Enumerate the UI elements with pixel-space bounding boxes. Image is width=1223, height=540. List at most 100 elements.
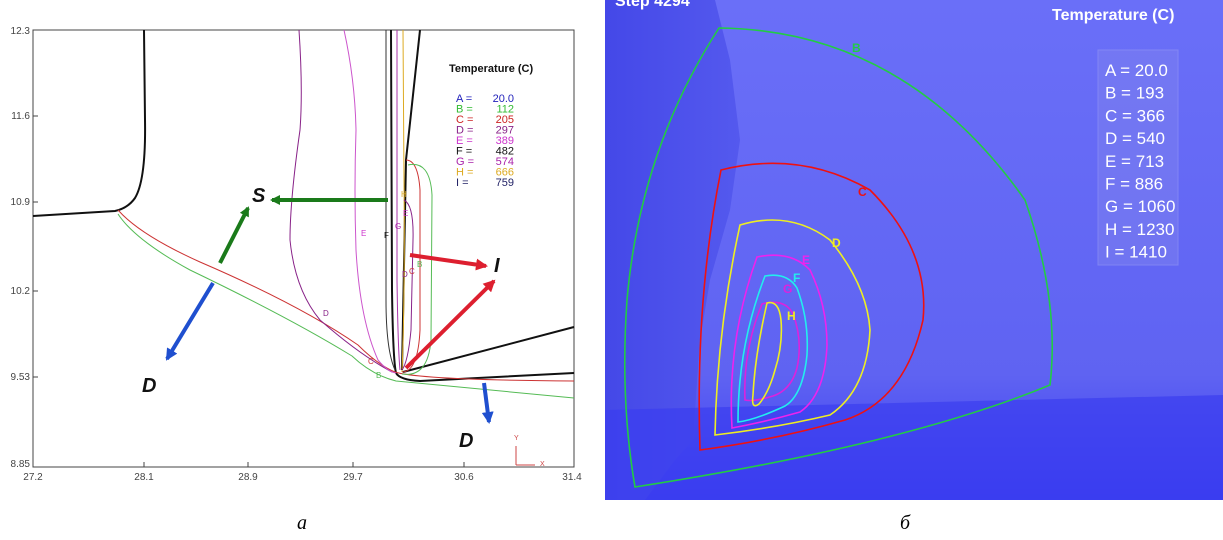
legend-entry-value: 112 (496, 104, 514, 116)
legend-entry-value: 482 (496, 146, 514, 158)
contour-label-h: H (787, 309, 796, 323)
x-tick-label: 29.7 (343, 472, 363, 483)
contour-label-c: C (858, 185, 867, 199)
colored-contours-b (623, 27, 1054, 488)
contour-left-region (32, 29, 147, 217)
contour-label-e2: E (403, 209, 408, 218)
contour-g (744, 301, 801, 402)
field-bottom-region (605, 395, 1223, 500)
contour-label-e: E (802, 253, 810, 267)
arrow-s-diagonal (218, 206, 250, 264)
contour-label-g: G (783, 282, 792, 296)
legend-entry-value: 389 (496, 135, 514, 147)
caption-b: б (900, 512, 911, 534)
contour-inner-loop-green (401, 163, 433, 375)
x-tick-labels: 27.2 28.1 28.9 29.7 30.6 31.4 (23, 472, 582, 483)
legend-a: A = 20.0 B = 112 C = 205 D = 297 E = 389 F = 482 G =… (456, 93, 514, 189)
legend-entry-label: A = (456, 93, 472, 105)
arrow-label-i: I (494, 255, 500, 277)
contour-labels-b: B C D E F G H (783, 41, 867, 323)
field-left-region (605, 0, 740, 500)
contour-label-f: F (793, 271, 800, 285)
legend-entry: G = 1060 (1105, 197, 1175, 216)
x-tick-label: 30.6 (454, 472, 474, 483)
legend-entry: C = 366 (1105, 106, 1165, 125)
contour-inner-loop-purple (401, 199, 414, 371)
legend-entry: F = 886 (1105, 175, 1163, 194)
contour-b-green (117, 213, 575, 399)
legend-entry-value: 297 (496, 125, 514, 137)
arrow-labels: S I D D (142, 185, 500, 452)
legend-entry-label: C = (456, 114, 473, 126)
contour-g-magenta (396, 30, 401, 371)
legend-entry-value: 666 (496, 167, 514, 179)
contour-b (623, 27, 1054, 488)
legend-entry-label: D = (456, 125, 473, 137)
contour-f (737, 274, 809, 423)
contour-c-red (117, 209, 575, 382)
triad-x-label: X (540, 461, 545, 468)
contour-e (730, 254, 828, 429)
contour-label-d: D (323, 309, 329, 318)
contour-label-c: C (368, 357, 374, 366)
legend-entry-label: I = (456, 177, 469, 189)
contour-label-b: B (376, 371, 381, 380)
y-tick-label: 10.2 (11, 286, 31, 297)
legend-entry-label: B = (456, 104, 473, 116)
contour-label-g: G (395, 222, 401, 231)
legend-entry-label: F = (456, 146, 472, 158)
top-fragment: Step 4294 (615, 0, 690, 10)
axis-triad (515, 446, 535, 466)
y-tick-label: 8.85 (11, 459, 31, 470)
x-tick-label: 28.1 (134, 472, 154, 483)
x-tick-label: 27.2 (23, 472, 43, 483)
caption-a: а (297, 512, 307, 534)
contour-h (751, 301, 783, 407)
arrow-label-s: S (252, 185, 266, 207)
chart-b: Step 4294 Temperature (C) B C D E F G H … (605, 0, 1223, 500)
legend-entry: A = 20.0 (1105, 61, 1168, 80)
y-tick-labels: 12.3 11.6 10.9 10.2 9.53 8.85 (11, 26, 31, 470)
contour-label-f: F (384, 231, 389, 240)
legend-title-b: Temperature (C) (1052, 7, 1174, 24)
contour-c (698, 162, 925, 451)
y-tick-label: 9.53 (11, 372, 31, 383)
arrow-d-diagonal (165, 281, 215, 361)
legend-entry: I = 1410 (1105, 243, 1167, 262)
legend-entry: B = 193 (1105, 84, 1164, 103)
arrow-label-d2: D (459, 430, 473, 452)
contour-labels: E F G E H D C B D C B (323, 190, 422, 380)
tick-marks (33, 115, 465, 467)
contour-label-h: H (401, 190, 407, 199)
legend-entry: D = 540 (1105, 129, 1165, 148)
legend-entry-value: 574 (496, 156, 514, 168)
contour-f-black (385, 30, 396, 371)
contour-d (714, 219, 871, 436)
legend-entry-label: G = (456, 156, 474, 168)
legend-entry: E = 713 (1105, 152, 1164, 171)
legend-entry: H = 1230 (1105, 220, 1174, 239)
contour-h-orange (401, 29, 405, 373)
contour-label-c2: C (409, 267, 415, 276)
arrow-label-d: D (142, 375, 156, 397)
contour-label-d: D (832, 236, 841, 250)
y-tick-label: 12.3 (11, 26, 31, 37)
y-tick-label: 10.9 (11, 197, 31, 208)
contour-label-e: E (361, 229, 366, 238)
arrow-d-vertical (481, 382, 494, 424)
chart-a: 12.3 11.6 10.9 10.2 9.53 8.85 27.2 28.1 … (11, 26, 583, 483)
contour-inner-loop-red (401, 159, 421, 373)
contour-d-purple (289, 29, 393, 373)
contour-diagonal (402, 326, 575, 373)
contour-label-d2: D (402, 270, 408, 279)
legend-entry-label: H = (456, 167, 473, 179)
arrow-i-diagonal (404, 279, 496, 370)
legend-entry-value: 20.0 (493, 93, 514, 105)
flow-arrows (165, 195, 496, 424)
legend-b: A = 20.0 B = 193 C = 366 D = 540 E = 713 F = … (1105, 61, 1175, 262)
contour-e-magenta (343, 29, 397, 374)
contour-label-b2: B (417, 260, 422, 269)
colored-contours (117, 29, 575, 399)
legend-entry-value: 759 (496, 177, 514, 189)
triad-y-label: Y (514, 435, 519, 442)
